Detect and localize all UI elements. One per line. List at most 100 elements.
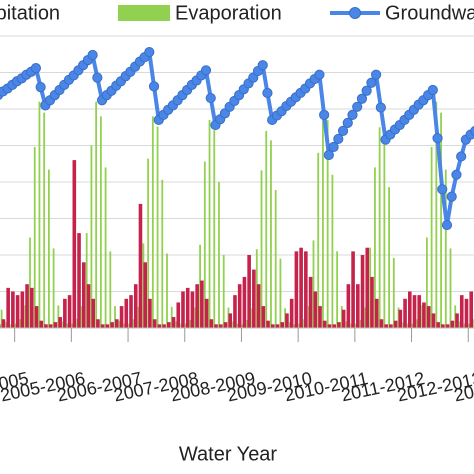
bar <box>222 255 225 328</box>
bar <box>392 257 395 328</box>
bar <box>346 284 351 328</box>
line-marker <box>35 82 46 93</box>
bar <box>374 167 376 328</box>
bar <box>312 240 315 328</box>
bar <box>336 251 339 328</box>
bar <box>133 284 138 328</box>
bar <box>218 324 223 328</box>
line-marker <box>314 69 325 80</box>
bar <box>218 182 220 328</box>
bar <box>38 101 41 328</box>
bar <box>185 287 190 328</box>
bar <box>313 291 318 328</box>
bars <box>0 101 474 329</box>
bar <box>209 319 214 328</box>
line-marker <box>328 141 339 153</box>
line-marker <box>342 117 353 128</box>
bar <box>247 255 251 328</box>
bar <box>393 320 398 328</box>
bar <box>11 291 15 328</box>
bar <box>469 291 474 328</box>
bar <box>81 262 86 328</box>
bar <box>119 306 124 328</box>
bar <box>241 324 244 328</box>
bar <box>256 284 261 328</box>
bar <box>104 167 107 328</box>
bar <box>203 161 206 328</box>
bar <box>0 309 3 328</box>
legend-label: Groundwater <box>385 2 474 24</box>
bar <box>33 146 36 328</box>
bar <box>444 169 447 328</box>
bar <box>105 324 110 328</box>
bar <box>176 302 181 328</box>
line-marker <box>262 87 273 99</box>
bar <box>294 251 299 328</box>
bar <box>383 137 386 328</box>
bar <box>161 179 164 328</box>
line-marker <box>441 219 453 231</box>
bar <box>48 324 53 328</box>
bar <box>266 320 270 328</box>
line-marker <box>437 184 448 195</box>
bar <box>63 298 67 328</box>
bar <box>332 324 336 328</box>
line-marker <box>30 63 42 74</box>
bar <box>237 284 242 328</box>
bar <box>39 320 44 328</box>
bar <box>308 276 313 328</box>
bar <box>322 109 324 328</box>
bar <box>270 140 272 328</box>
bar <box>275 324 280 328</box>
bar <box>351 251 355 328</box>
bar <box>389 324 393 328</box>
line-marker <box>361 85 372 96</box>
line-marker <box>148 81 160 92</box>
bar <box>274 190 277 328</box>
bar <box>1 319 6 328</box>
bar <box>436 322 440 328</box>
bar <box>58 317 62 328</box>
bar <box>194 307 197 328</box>
bar <box>124 298 129 328</box>
bar <box>384 324 388 328</box>
x-axis-title: Water Year <box>179 443 278 465</box>
bar <box>77 233 81 328</box>
bar <box>425 237 428 328</box>
bar <box>412 295 417 328</box>
bar <box>0 324 1 328</box>
bar <box>388 187 390 328</box>
line-marker <box>371 69 382 80</box>
bar <box>24 305 27 328</box>
bar <box>441 324 445 328</box>
bar <box>435 101 438 328</box>
bar <box>417 295 422 328</box>
bar <box>355 323 357 328</box>
bar <box>213 130 216 328</box>
bar <box>148 298 152 328</box>
legend-label: Precipitation <box>0 2 60 24</box>
bar <box>378 127 381 328</box>
bar <box>29 287 34 328</box>
bar <box>72 160 77 328</box>
bar <box>379 319 384 328</box>
bar <box>147 158 150 328</box>
bar <box>403 298 407 328</box>
bar <box>171 317 176 328</box>
legend-swatch <box>349 7 361 19</box>
bar <box>115 319 119 328</box>
lines <box>0 46 474 231</box>
line-marker <box>257 60 268 71</box>
bar <box>129 295 133 328</box>
bar <box>402 322 405 328</box>
bar <box>157 324 162 328</box>
bar <box>67 295 72 328</box>
bar <box>430 146 433 328</box>
line-marker <box>319 109 330 120</box>
bar <box>260 170 263 328</box>
bar <box>6 287 10 328</box>
legend: Precipitation Evaporation Groundwater <box>0 2 474 24</box>
bar <box>162 324 166 328</box>
bar <box>365 247 370 328</box>
